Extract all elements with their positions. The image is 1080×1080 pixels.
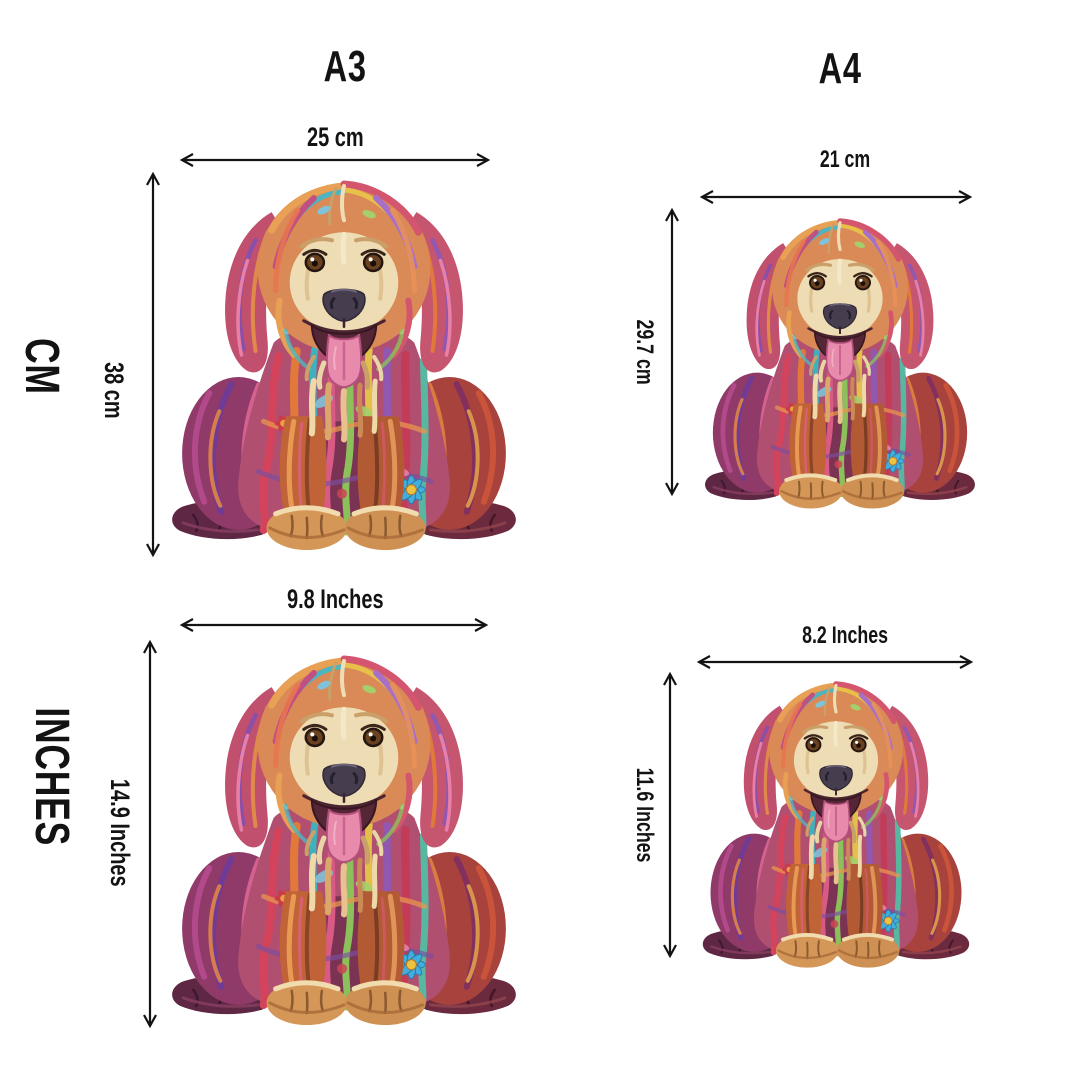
row-label-cm: CM [15,306,69,426]
a4-cm-height-arrow [665,207,679,497]
a3-inches-height-arrow [143,639,157,1029]
row-label-inches-text: INCHES [25,707,79,847]
row-label-cm-text: CM [15,337,69,395]
column-title-a3-text: A3 [323,42,367,91]
a3-cm-height-label: 38 cm [99,361,130,419]
a4-inches-width-arrow [696,655,974,669]
a3-cm-width-label: 25 cm [306,122,364,152]
a3-cm-height-arrow [146,171,160,558]
a3-inches-width-arrow [179,618,489,632]
dog-illustration-a3-inches [163,643,525,1039]
a4-cm-width-label: 21 cm [819,146,871,173]
a4-inches-height-label: 11.6 Inches [631,767,658,863]
row-label-inches: INCHES [25,667,79,887]
a3-cm-width-arrow [179,153,491,167]
dog-illustration-a3-cm [163,169,525,563]
column-title-a4-text: A4 [818,44,862,93]
a3-inches-height-label: 14.9 Inches [105,779,136,887]
column-title-a3: A3 [280,42,410,92]
a4-inches-height-arrow [663,671,677,959]
a3-inches-width-label: 9.8 Inches [286,584,384,614]
a4-cm-width-arrow [699,190,973,204]
a4-inches-width-label: 8.2 Inches [802,622,888,649]
a4-cm-height-label: 29.7 cm [631,319,658,385]
dog-illustration-a4-inches [690,673,982,977]
column-title-a4: A4 [775,44,905,94]
dog-illustration-a4-cm [692,210,988,518]
